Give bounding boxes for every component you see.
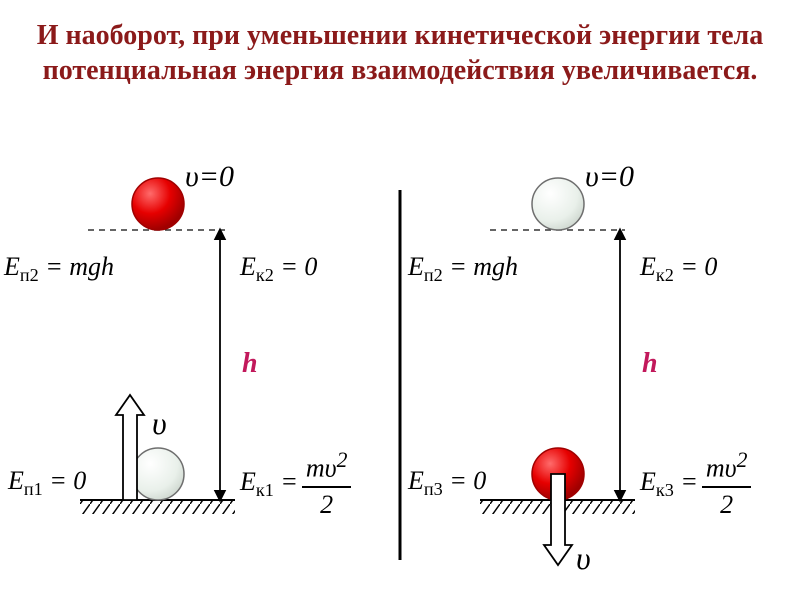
den-2: 2 — [302, 488, 352, 520]
rhs-mgh: = mgh — [45, 252, 114, 281]
sub-p2: п2 — [424, 265, 443, 285]
num-mv: mυ — [306, 454, 337, 483]
sub-k1: к1 — [256, 480, 274, 500]
var-E: E — [640, 252, 656, 281]
var-E: E — [408, 252, 424, 281]
var-E: E — [240, 252, 256, 281]
formula-Ep1-left: Eп1 = 0 — [8, 466, 86, 500]
label-v-left: υ — [152, 405, 167, 442]
var-E: E — [4, 252, 20, 281]
rhs-0: = 0 — [49, 466, 86, 495]
sub-p3: п3 — [424, 479, 443, 499]
formula-Ep2-right: Eп2 = mgh — [408, 252, 518, 286]
num-mv: mυ — [706, 454, 737, 483]
diagram-stage: И наоборот, при уменьшении кинетической … — [0, 0, 800, 600]
formula-Ek3-right: Eк3 = mυ2 2 — [640, 448, 751, 520]
sub-p2: п2 — [20, 265, 39, 285]
sup-2: 2 — [337, 448, 348, 472]
formula-Ep2-left: Eп2 = mgh — [4, 252, 114, 286]
formula-Ek1-left: Eк1 = mυ2 2 — [240, 448, 351, 520]
label-v-zero-left: υ=0 — [185, 160, 234, 194]
sub-k2: к2 — [656, 265, 674, 285]
label-h-left: h — [242, 348, 258, 380]
label-v-right: υ — [576, 540, 591, 577]
formula-Ek2-right: Eк2 = 0 — [640, 252, 717, 286]
rhs-0: = 0 — [280, 252, 317, 281]
sub-k2: к2 — [256, 265, 274, 285]
label-h-right: h — [642, 348, 658, 380]
rhs-0: = 0 — [449, 466, 486, 495]
var-E: E — [8, 466, 24, 495]
var-E: E — [640, 467, 656, 496]
rhs-mgh: = mgh — [449, 252, 518, 281]
den-2: 2 — [702, 488, 752, 520]
sub-p1: п1 — [24, 479, 43, 499]
formula-Ep3-right: Eп3 = 0 — [408, 466, 486, 500]
sup-2: 2 — [737, 448, 748, 472]
label-v-zero-right: υ=0 — [585, 160, 634, 194]
rhs-0: = 0 — [680, 252, 717, 281]
sub-k3: к3 — [656, 480, 674, 500]
var-E: E — [240, 467, 256, 496]
formula-Ek2-left: Eк2 = 0 — [240, 252, 317, 286]
var-E: E — [408, 466, 424, 495]
